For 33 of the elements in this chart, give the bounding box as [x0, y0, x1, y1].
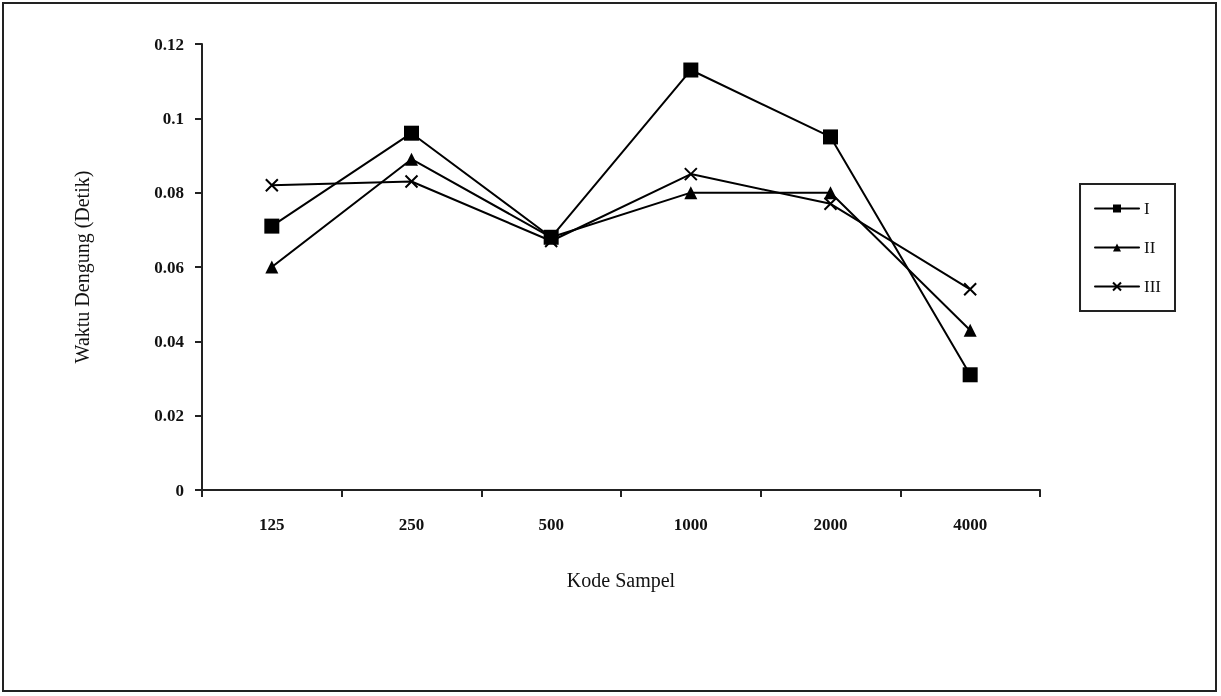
- x-tick-label: 125: [259, 515, 285, 534]
- legend-label: I: [1144, 199, 1151, 218]
- x-tick-label: 1000: [673, 515, 708, 534]
- point: [683, 167, 698, 182]
- y-tick-label: 0.08: [154, 183, 184, 203]
- point: [684, 186, 698, 200]
- y-tick-label: 0.04: [154, 331, 185, 351]
- point: [962, 367, 978, 383]
- y-tick-label: 0.12: [154, 34, 184, 54]
- point: [264, 178, 279, 193]
- y-tick-label: 0.1: [162, 108, 184, 128]
- point: [963, 282, 978, 297]
- point: [823, 129, 838, 145]
- y-axis-title: Waktu Dengung (Detik): [71, 170, 94, 364]
- legend-label: II: [1144, 238, 1156, 257]
- point: [963, 323, 977, 337]
- y-tick-label: 0.02: [154, 406, 184, 426]
- point: [823, 196, 838, 211]
- point: [404, 125, 419, 141]
- x-tick-label: 4000: [953, 515, 988, 534]
- x-tick-label: 2000: [813, 515, 848, 534]
- point: [683, 62, 699, 78]
- point: [405, 152, 418, 166]
- point: [265, 260, 279, 274]
- x-axis-title: Kode Sampel: [566, 569, 676, 592]
- point: [264, 218, 280, 234]
- y-tick-label: 0.06: [154, 257, 184, 277]
- legend-label: III: [1144, 277, 1162, 296]
- x-tick-label: 250: [398, 515, 425, 534]
- point: [824, 186, 837, 200]
- x-tick-label: 500: [538, 515, 564, 534]
- y-tick-label: 0: [175, 480, 184, 500]
- point: [404, 174, 419, 189]
